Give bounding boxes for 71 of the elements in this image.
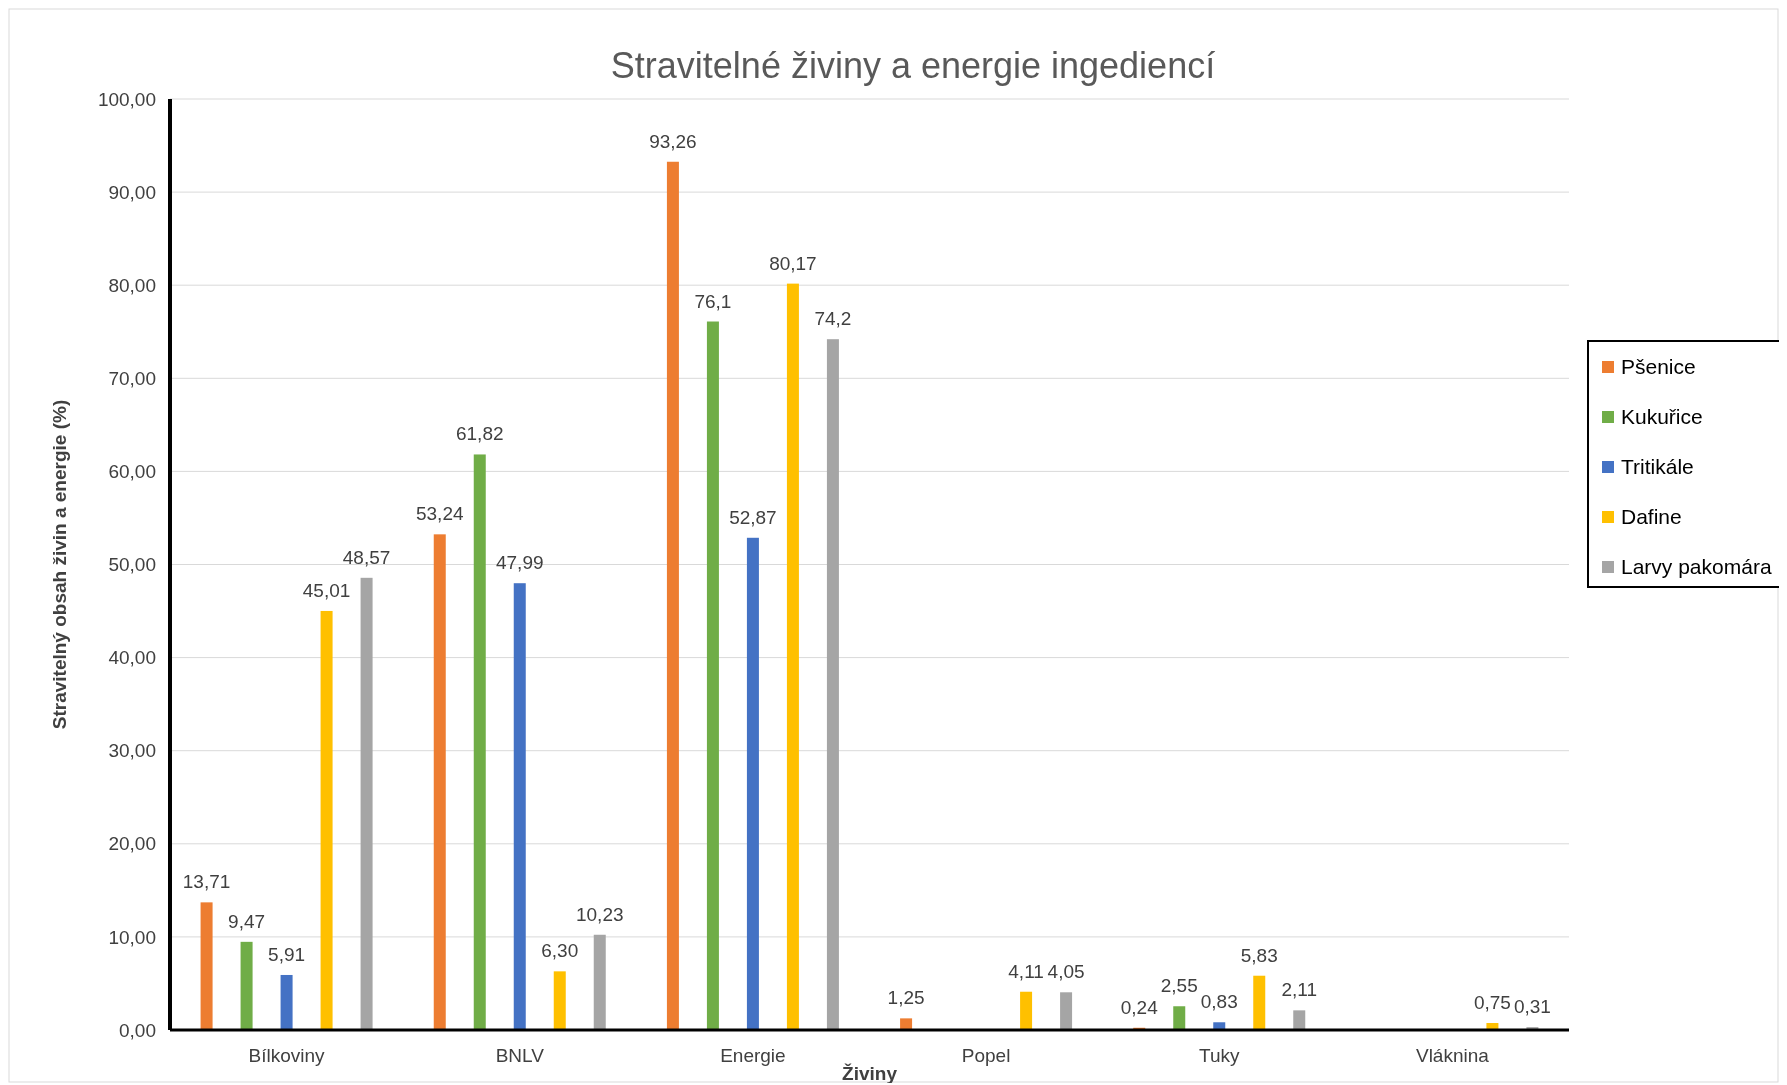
- data-label: 93,26: [649, 130, 697, 152]
- data-label: 13,71: [182, 871, 231, 893]
- y-tick-label: 60,00: [108, 461, 156, 483]
- data-label: 52,87: [729, 506, 777, 528]
- bar: [433, 534, 446, 1030]
- data-label: 74,2: [814, 308, 852, 330]
- bar: [513, 583, 526, 1030]
- bar: [1213, 1022, 1226, 1030]
- y-tick-label: 40,00: [108, 647, 156, 669]
- data-label: 47,99: [495, 552, 544, 574]
- x-tick-label: Energie: [720, 1045, 786, 1066]
- data-label: 9,47: [228, 910, 266, 932]
- data-label: 10,23: [575, 903, 624, 925]
- chart-title: Stravitelné živiny a energie ingediencí: [610, 45, 1216, 86]
- y-tick-label: 90,00: [108, 181, 156, 203]
- data-label: 5,83: [1240, 944, 1278, 966]
- y-tick-label: 80,00: [108, 274, 156, 296]
- legend-label: Dafine: [1621, 505, 1682, 529]
- y-tick-label: 100,00: [97, 88, 156, 110]
- data-label: 4,05: [1047, 961, 1085, 983]
- data-label: 4,11: [1008, 960, 1044, 982]
- y-tick-label: 50,00: [108, 554, 156, 576]
- x-tick-label: Popel: [961, 1045, 1011, 1066]
- bar: [706, 321, 719, 1030]
- data-label: 0,83: [1200, 991, 1238, 1013]
- legend-label: Larvy pakomára: [1621, 555, 1772, 579]
- legend-label: Pšenice: [1621, 355, 1696, 379]
- bar: [320, 610, 333, 1030]
- bar: [553, 971, 566, 1030]
- x-tick-label: Tuky: [1199, 1045, 1240, 1066]
- y-axis-title: Stravitelný obsah živin a energie (%): [49, 399, 70, 730]
- data-label: 0,75: [1473, 992, 1511, 1014]
- y-tick-label: 70,00: [108, 367, 156, 389]
- bar: [1173, 1006, 1186, 1030]
- bar: [240, 941, 253, 1030]
- y-tick-label: 0,00: [119, 1019, 156, 1041]
- bar: [666, 161, 679, 1030]
- data-label: 45,01: [302, 579, 351, 601]
- bar: [826, 339, 839, 1030]
- legend-label: Tritikále: [1621, 455, 1694, 479]
- bar: [746, 537, 759, 1030]
- bar: [1020, 991, 1033, 1030]
- y-tick-label: 20,00: [108, 833, 156, 855]
- bar: [280, 974, 293, 1030]
- data-label: 1,25: [887, 987, 925, 1009]
- data-label: 0,24: [1120, 996, 1159, 1018]
- bar: [1293, 1010, 1306, 1030]
- bar: [593, 934, 606, 1030]
- x-tick-label: BNLV: [495, 1045, 545, 1066]
- bar: [1253, 975, 1266, 1030]
- y-tick-label: 30,00: [108, 740, 156, 762]
- data-label: 5,91: [268, 943, 306, 965]
- x-tick-label: Bílkoviny: [248, 1045, 326, 1066]
- y-tick-label: 10,00: [108, 926, 156, 948]
- data-label: 2,55: [1160, 975, 1198, 997]
- data-label: 76,1: [694, 290, 732, 312]
- bar: [200, 902, 213, 1030]
- bar: [786, 283, 799, 1030]
- bar: [900, 1018, 913, 1030]
- x-tick-label: Vláknina: [1415, 1045, 1490, 1066]
- data-label: 61,82: [455, 423, 504, 445]
- legend-label: Kukuřice: [1621, 405, 1703, 429]
- data-label: 6,30: [541, 940, 579, 962]
- bar: [473, 454, 486, 1030]
- data-label: 2,11: [1281, 979, 1318, 1001]
- data-label: 53,24: [415, 503, 464, 525]
- data-label: 80,17: [769, 252, 817, 274]
- data-label: 48,57: [342, 546, 391, 568]
- data-label: 0,31: [1513, 996, 1551, 1018]
- bar: [360, 577, 373, 1030]
- bar: [1060, 992, 1073, 1030]
